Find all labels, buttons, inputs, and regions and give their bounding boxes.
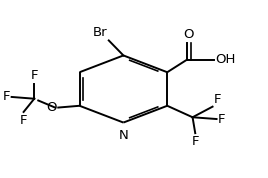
Text: O: O	[184, 28, 194, 41]
Text: Br: Br	[93, 26, 107, 39]
Text: F: F	[3, 90, 10, 103]
Text: F: F	[20, 114, 27, 127]
Text: O: O	[46, 101, 57, 114]
Text: F: F	[218, 112, 225, 125]
Text: F: F	[191, 135, 199, 148]
Text: N: N	[118, 129, 128, 142]
Text: OH: OH	[215, 53, 236, 66]
Text: F: F	[214, 93, 221, 106]
Text: F: F	[31, 69, 38, 82]
